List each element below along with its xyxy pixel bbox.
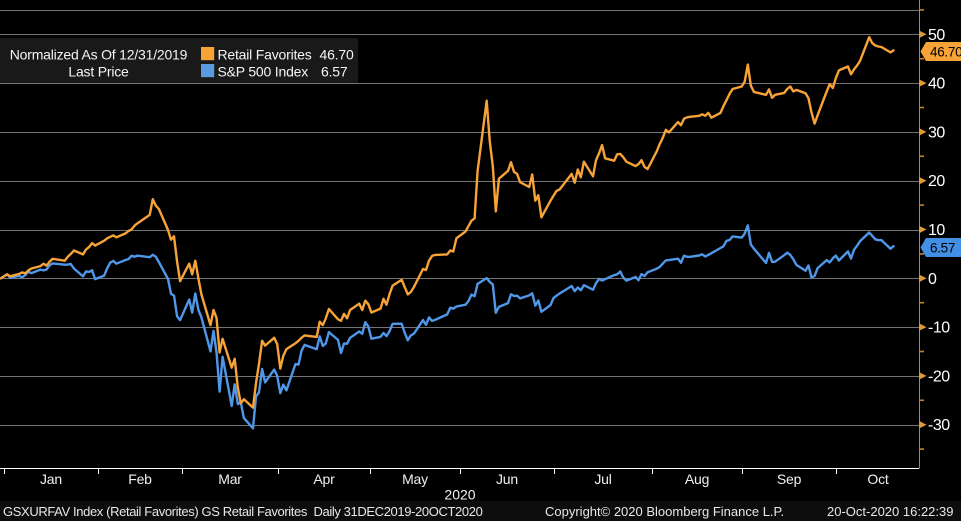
svg-text:Sep: Sep [777, 471, 802, 487]
svg-text:-10: -10 [928, 320, 950, 337]
svg-text:50: 50 [928, 27, 945, 44]
svg-text:46.70: 46.70 [320, 47, 354, 63]
svg-text:Copyright© 2020 Bloomberg Fina: Copyright© 2020 Bloomberg Finance L.P. [545, 504, 784, 519]
svg-text:GSXURFAV Index (Retail Favorit: GSXURFAV Index (Retail Favorites) GS Ret… [3, 504, 483, 519]
svg-text:-20: -20 [928, 368, 950, 385]
svg-text:Normalized As Of 12/31/2019: Normalized As Of 12/31/2019 [10, 47, 188, 63]
svg-text:S&P 500 Index: S&P 500 Index [218, 64, 309, 80]
svg-text:10: 10 [928, 222, 945, 239]
svg-text:Jan: Jan [40, 471, 62, 487]
svg-text:Feb: Feb [128, 471, 152, 487]
svg-text:6.57: 6.57 [930, 240, 955, 255]
svg-text:Oct: Oct [867, 471, 888, 487]
svg-text:-30: -30 [928, 417, 950, 434]
svg-text:30: 30 [928, 124, 945, 141]
svg-text:20-Oct-2020 16:22:39: 20-Oct-2020 16:22:39 [827, 504, 953, 519]
svg-text:20: 20 [928, 173, 945, 190]
svg-text:Jul: Jul [594, 471, 611, 487]
svg-text:Jun: Jun [496, 471, 518, 487]
svg-text:May: May [402, 471, 428, 487]
svg-text:2020: 2020 [444, 487, 475, 503]
svg-text:40: 40 [928, 76, 945, 93]
svg-text:Apr: Apr [313, 471, 335, 487]
svg-text:Mar: Mar [218, 471, 242, 487]
svg-text:Last Price: Last Price [68, 64, 129, 80]
svg-text:Retail Favorites: Retail Favorites [218, 47, 312, 63]
svg-text:46.70: 46.70 [930, 44, 961, 59]
svg-text:6.57: 6.57 [321, 64, 348, 80]
svg-text:Aug: Aug [685, 471, 709, 487]
svg-text:0: 0 [928, 271, 937, 288]
